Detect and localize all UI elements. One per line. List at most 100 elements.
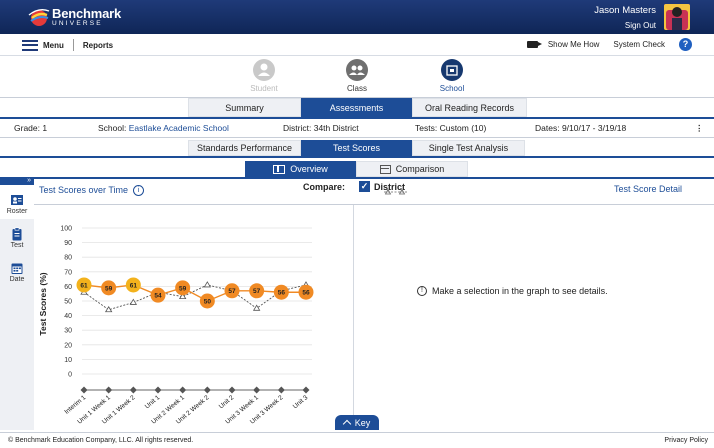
tab-summary[interactable]: Summary <box>188 98 301 117</box>
student-person-icon <box>253 59 275 81</box>
dates-label: Dates: <box>535 123 560 133</box>
footer: © Benchmark Education Company, LLC. All … <box>0 432 714 448</box>
district-point <box>203 281 212 288</box>
more-options-icon[interactable]: ⋮ <box>695 123 704 133</box>
comparison-label: Comparison <box>395 164 445 174</box>
school-label: School: <box>98 123 127 133</box>
nav-bar: Menu Reports Show Me How System Check ? <box>0 34 714 56</box>
tabs-underline <box>0 156 714 158</box>
school-data-point <box>150 287 166 303</box>
key-label: Key <box>354 417 371 428</box>
tabs-underline <box>0 177 714 179</box>
view-tabs: Overview Comparison <box>245 161 468 177</box>
video-camera-icon[interactable] <box>526 41 542 48</box>
tab-oral-reading-records[interactable]: Oral Reading Records <box>412 98 527 117</box>
y-tick-label: 60 <box>64 284 72 291</box>
detail-hint-text: Make a selection in the graph to see det… <box>432 286 608 296</box>
panel-divider <box>353 205 354 429</box>
school-data-point <box>224 283 240 299</box>
sidebar-item-roster[interactable]: Roster <box>0 185 34 219</box>
district-legend-icon <box>384 188 408 195</box>
school-data-point <box>273 284 289 300</box>
avatar[interactable] <box>664 4 690 30</box>
tests-value[interactable]: Custom (10) <box>439 123 487 133</box>
info-icon[interactable]: i <box>133 184 145 196</box>
district-checkbox[interactable]: ✓ <box>359 181 371 192</box>
y-tick-label: 90 <box>64 240 72 247</box>
district-compare-label[interactable]: District <box>374 181 406 192</box>
school-series-line <box>83 284 306 302</box>
privacy-policy-link[interactable]: Privacy Policy <box>664 437 708 444</box>
x-tick-label: Interim 1 <box>63 394 87 416</box>
grade-value[interactable]: 1 <box>42 123 48 133</box>
y-tick-label: 30 <box>64 328 72 335</box>
tab-test-scores[interactable]: Test Scores <box>301 140 412 156</box>
baseline-point <box>277 386 285 394</box>
school-data-point <box>175 280 191 296</box>
y-tick-label: 0 <box>68 372 72 379</box>
baseline-point <box>302 386 310 394</box>
show-me-how-link[interactable]: Show Me How <box>547 40 600 49</box>
tab-assessments[interactable]: Assessments <box>301 98 412 117</box>
tab-overview[interactable]: Overview <box>245 161 356 177</box>
system-check-link[interactable]: System Check <box>613 40 665 49</box>
school-building-icon <box>441 59 463 81</box>
sidebar-roster-label: Roster <box>6 208 28 215</box>
tests-label: Tests: <box>415 123 438 133</box>
school-data-point <box>101 280 117 296</box>
dates-value[interactable]: 9/10/17 - 3/19/18 <box>561 123 627 133</box>
y-tick-label: 50 <box>64 299 72 306</box>
baseline-point <box>228 386 236 394</box>
benchmark-logo[interactable]: Benchmark UNIVERSE <box>28 6 121 28</box>
school-data-label: 61 <box>130 282 138 289</box>
tab-standards-performance[interactable]: Standards Performance <box>188 140 301 156</box>
school-data-label: 54 <box>154 293 162 300</box>
school-data-point <box>298 284 314 300</box>
school-data-label: 57 <box>228 288 236 295</box>
level-class[interactable]: Class <box>332 59 382 93</box>
level-school-label: School <box>439 84 465 93</box>
roster-icon <box>10 193 24 207</box>
y-tick-label: 10 <box>64 357 72 364</box>
school-data-label: 57 <box>253 288 261 295</box>
brand-name: Benchmark <box>52 5 122 21</box>
district-point <box>129 298 138 305</box>
compare-control: Compare: ✓ District <box>303 181 408 195</box>
left-sidebar: » Roster Test Date <box>0 177 34 430</box>
school-data-point <box>125 277 141 293</box>
sidebar-item-test[interactable]: Test <box>0 219 34 253</box>
district-point <box>104 305 113 313</box>
top-header: Benchmark UNIVERSE Jason Masters Sign Ou… <box>0 0 714 34</box>
school-link[interactable]: Eastlake Academic School <box>128 123 229 133</box>
y-tick-label: 80 <box>64 255 72 262</box>
hamburger-menu-icon[interactable] <box>22 39 38 51</box>
sign-out-link[interactable]: Sign Out <box>624 21 656 30</box>
sidebar-header: » <box>0 177 34 185</box>
y-tick-label: 100 <box>60 226 72 233</box>
school-data-point <box>249 283 265 299</box>
school-data-label: 61 <box>80 282 88 289</box>
expand-sidebar-icon[interactable]: » <box>27 177 31 184</box>
chart-title: Test Scores over Time <box>39 185 129 195</box>
user-name: Jason Masters <box>594 5 656 16</box>
report-level-selector: Student Class School <box>0 59 714 97</box>
baseline-point <box>253 386 261 394</box>
divider <box>34 204 714 205</box>
school-data-label: 56 <box>302 290 310 297</box>
district-label: District: <box>283 123 312 133</box>
test-scores-line-chart[interactable]: 0 10 20 30 40 50 60 70 80 90 100 Test Scores (%) 61 5… <box>34 204 334 430</box>
tab-comparison[interactable]: Comparison <box>356 161 468 177</box>
sidebar-date-label: Date <box>9 276 25 283</box>
comparison-table-icon <box>379 164 391 174</box>
key-toggle-button[interactable]: Key <box>335 415 379 430</box>
x-tick-label: Unit 2 <box>218 394 236 411</box>
menu-button[interactable]: Menu <box>43 40 64 50</box>
tab-single-test-analysis[interactable]: Single Test Analysis <box>412 140 525 156</box>
level-school[interactable]: School <box>427 59 477 93</box>
baseline-point <box>154 386 162 394</box>
divider <box>0 137 714 138</box>
x-tick-label: Unit 1 <box>144 394 162 411</box>
sidebar-item-date[interactable]: Date <box>0 253 34 287</box>
help-icon[interactable]: ? <box>679 38 692 51</box>
reports-link[interactable]: Reports <box>82 40 114 50</box>
